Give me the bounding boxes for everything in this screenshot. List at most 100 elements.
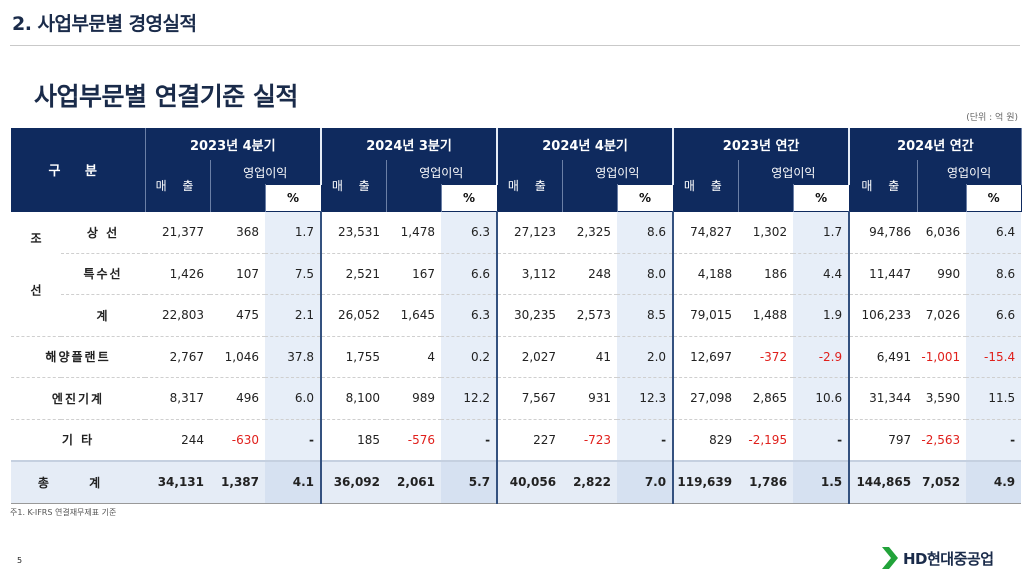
sales-value: 79,015 <box>673 294 739 337</box>
op-profit-header: 영업이익 <box>562 160 675 185</box>
op-margin-value: 6.3 <box>441 211 499 254</box>
op-profit-subheader <box>738 184 794 212</box>
op-profit-value: 990 <box>917 253 967 295</box>
op-profit-subheader <box>562 184 618 212</box>
op-profit-header: 영업이익 <box>210 160 323 185</box>
op-margin-value: 8.6 <box>617 211 675 254</box>
op-margin-value: 2.0 <box>617 336 675 378</box>
page-title: 사업부문별 연결기준 실적 <box>34 82 298 111</box>
op-margin-value: 8.6 <box>966 253 1022 295</box>
sales-header: 매 출 <box>673 160 739 212</box>
sales-value: 22,803 <box>145 294 211 337</box>
op-margin-value: - <box>441 419 499 462</box>
table-row: 엔진기계 8,317 496 6.0 8,100 989 12.2 7,567 931 12.3 2… <box>11 377 1022 420</box>
sales-value: 244 <box>145 419 211 462</box>
sales-value: 185 <box>321 419 387 462</box>
sales-value: 36,092 <box>321 460 387 504</box>
sales-value: 4,188 <box>673 253 739 295</box>
op-profit-value: 4 <box>386 336 442 378</box>
op-profit-value: 1,488 <box>738 294 794 337</box>
op-profit-value: 167 <box>386 253 442 295</box>
op-profit-value: 1,046 <box>210 336 266 378</box>
sales-value: 7,567 <box>497 377 563 420</box>
op-margin-value: 6.0 <box>265 377 323 420</box>
op-profit-value: 2,573 <box>562 294 618 337</box>
op-profit-value: 2,325 <box>562 211 618 254</box>
op-profit-value: 496 <box>210 377 266 420</box>
page-number: 5 <box>17 556 23 565</box>
sales-value: 797 <box>849 419 918 462</box>
op-profit-value: 7,052 <box>917 460 967 504</box>
op-profit-subheader <box>917 184 967 212</box>
op-profit-value: -723 <box>562 419 618 462</box>
company-logo: HD현대중공업 <box>882 547 994 569</box>
sales-value: 227 <box>497 419 563 462</box>
op-profit-value: 107 <box>210 253 266 295</box>
op-profit-value: 7,026 <box>917 294 967 337</box>
op-profit-value: 368 <box>210 211 266 254</box>
sales-value: 74,827 <box>673 211 739 254</box>
op-profit-value: 6,036 <box>917 211 967 254</box>
hd-chevron-icon <box>882 547 898 569</box>
row-label: 엔진기계 <box>11 377 146 420</box>
table-row: 계 22,803 475 2.1 26,052 1,645 6.3 30,235 2,573 8.… <box>11 294 1022 337</box>
op-margin-value: 12.3 <box>617 377 675 420</box>
op-profit-value: 248 <box>562 253 618 295</box>
sales-value: 40,056 <box>497 460 563 504</box>
row-label: 특수선 <box>61 253 146 295</box>
op-profit-value: -576 <box>386 419 442 462</box>
sales-header: 매 출 <box>497 160 563 212</box>
op-profit-value: 2,061 <box>386 460 442 504</box>
sales-value: 144,865 <box>849 460 918 504</box>
table-row: 해양플랜트 2,767 1,046 37.8 1,755 4 0.2 2,027 41 2.0 12… <box>11 336 1022 378</box>
op-profit-value: 186 <box>738 253 794 295</box>
sales-header: 매 출 <box>321 160 387 212</box>
op-margin-value: 1.5 <box>793 460 851 504</box>
op-profit-value: -630 <box>210 419 266 462</box>
pct-header: % <box>264 184 322 212</box>
sales-value: 2,027 <box>497 336 563 378</box>
sales-value: 21,377 <box>145 211 211 254</box>
op-margin-value: 11.5 <box>966 377 1022 420</box>
pct-header: % <box>792 184 850 212</box>
op-profit-value: -2,195 <box>738 419 794 462</box>
sales-value: 6,491 <box>849 336 918 378</box>
sales-value: 119,639 <box>673 460 739 504</box>
sales-value: 8,317 <box>145 377 211 420</box>
sales-value: 829 <box>673 419 739 462</box>
op-margin-value: -15.4 <box>966 336 1022 378</box>
op-margin-value: - <box>966 419 1022 462</box>
sales-value: 27,123 <box>497 211 563 254</box>
sales-value: 3,112 <box>497 253 563 295</box>
op-margin-value: -2.9 <box>793 336 851 378</box>
sales-value: 8,100 <box>321 377 387 420</box>
op-profit-value: 2,865 <box>738 377 794 420</box>
period-header: 2024년 4분기 <box>497 128 675 160</box>
period-header: 2023년 연간 <box>673 128 851 160</box>
op-margin-value: 8.5 <box>617 294 675 337</box>
op-profit-value: 931 <box>562 377 618 420</box>
op-margin-value: 12.2 <box>441 377 499 420</box>
op-margin-value: 0.2 <box>441 336 499 378</box>
op-margin-value: 1.7 <box>793 211 851 254</box>
op-profit-header: 영업이익 <box>917 160 1022 185</box>
op-profit-value: -372 <box>738 336 794 378</box>
op-margin-value: - <box>793 419 851 462</box>
footnote: 주1. K-IFRS 연결재무제표 기준 <box>10 508 117 517</box>
op-margin-value: 6.6 <box>966 294 1022 337</box>
sales-value: 2,767 <box>145 336 211 378</box>
op-profit-value: 1,387 <box>210 460 266 504</box>
sales-value: 26,052 <box>321 294 387 337</box>
row-label: 해양플랜트 <box>11 336 146 378</box>
table-row: 기 타 244 -630-185 -576-227 -723-829 -2,195-797… <box>11 419 1022 462</box>
sales-value: 27,098 <box>673 377 739 420</box>
op-margin-value: 8.0 <box>617 253 675 295</box>
op-profit-value: 475 <box>210 294 266 337</box>
unit-label: (단위 : 억 원) <box>966 113 1018 123</box>
sales-value: 12,697 <box>673 336 739 378</box>
row-label: 상 선 <box>61 211 146 254</box>
op-profit-value: 41 <box>562 336 618 378</box>
op-margin-value: 7.0 <box>617 460 675 504</box>
op-margin-value: 4.1 <box>265 460 323 504</box>
group-label: 조 선 <box>11 211 61 337</box>
